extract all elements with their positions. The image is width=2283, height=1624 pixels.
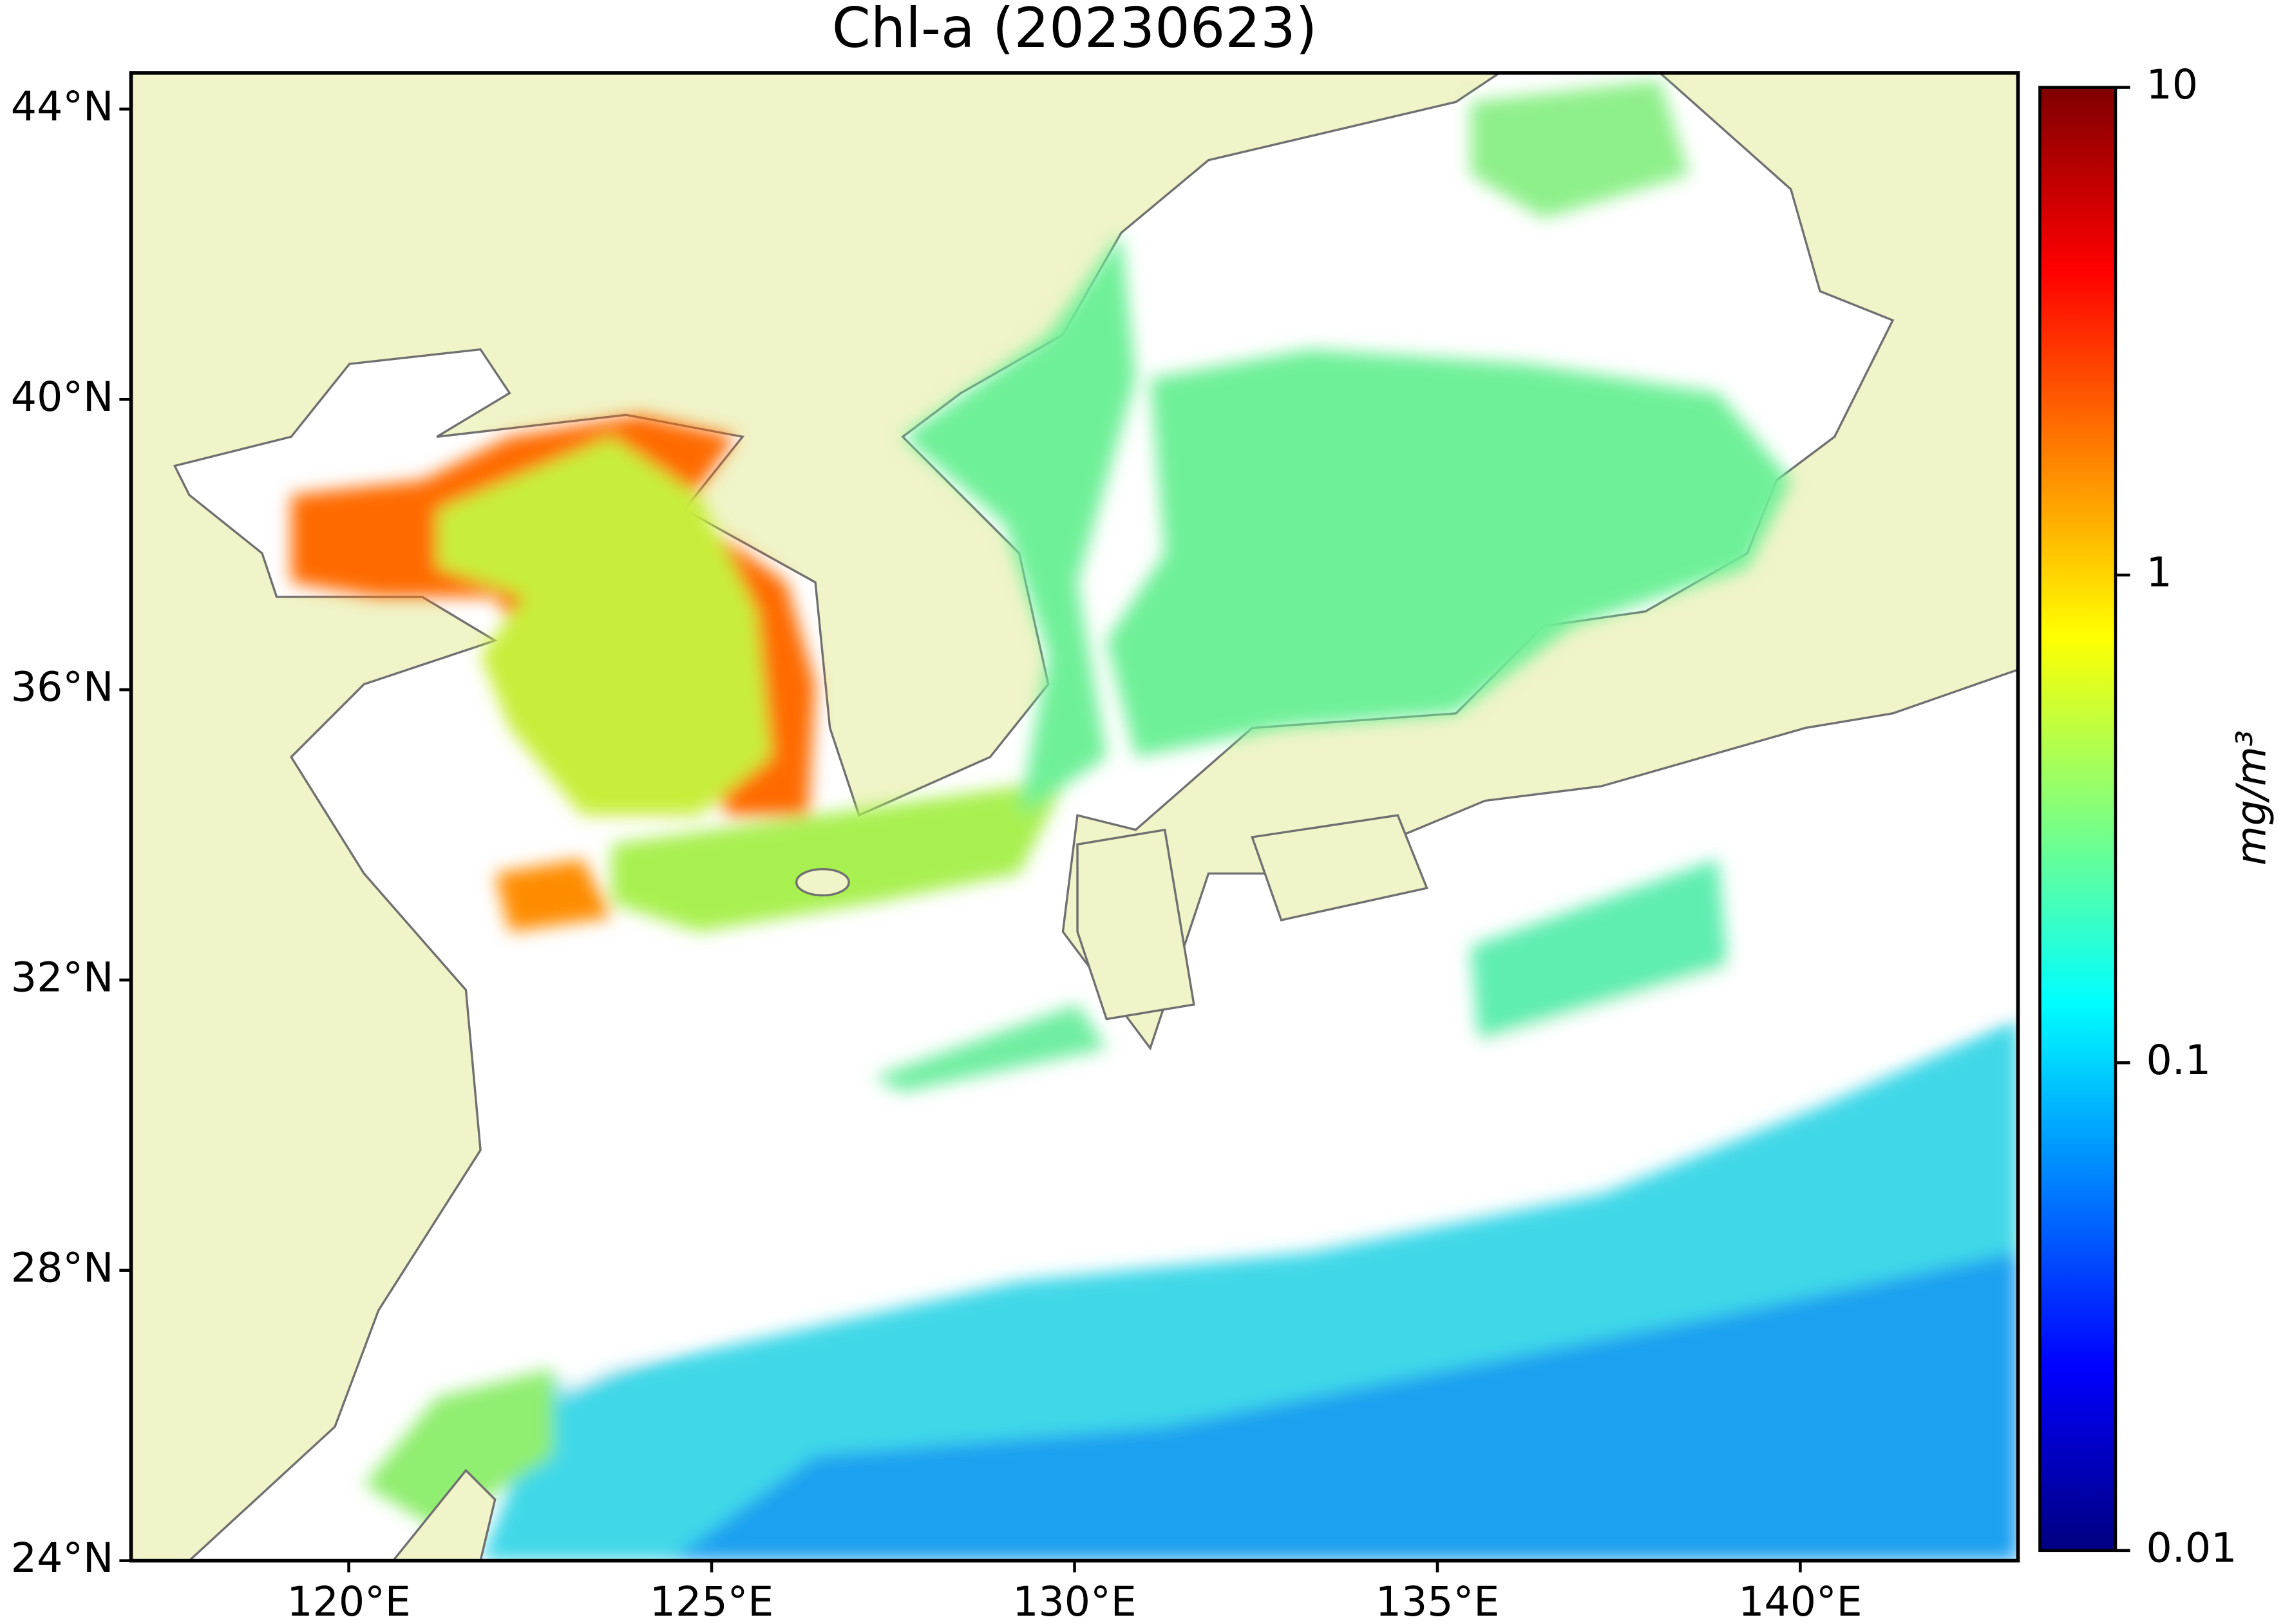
y-tick-label: 36°N (11, 663, 114, 711)
colorbar-label: mg/m³ (2227, 730, 2275, 865)
x-tick-label: 140°E (1738, 1578, 1862, 1624)
island (1251, 814, 1428, 921)
map-layer (131, 73, 2018, 1561)
axes: 120°E 125°E 130°E 135°E 140°E 24°N 28°N 32°N 36°… (11, 82, 1862, 1624)
y-tick-label: 40°N (11, 373, 114, 420)
x-tick-label: 120°E (287, 1578, 410, 1624)
chl-patch (437, 437, 772, 816)
chl-patch (873, 1004, 1107, 1092)
chlorophyll-field (291, 80, 2018, 1561)
island (795, 868, 850, 897)
chl-patch (495, 858, 612, 932)
chl-patch (669, 1252, 2018, 1561)
x-tick-label: 135°E (1376, 1578, 1499, 1624)
y-tick-label: 32°N (11, 954, 114, 1001)
chl-patch (364, 1368, 554, 1529)
chart-title: Chl-a (20230623) (832, 0, 1318, 61)
colorbar (2038, 86, 2117, 1553)
colorbar-tick-label: 10 (2146, 61, 2198, 108)
island (1076, 828, 1195, 1021)
chl-patch (902, 232, 1136, 816)
island (392, 1468, 497, 1561)
chl-patch (1106, 349, 1791, 757)
colorbar-axis: 0.01 0.1 1 10 (2116, 61, 2237, 1571)
colorbar-tick-label: 0.01 (2146, 1524, 2237, 1571)
x-tick-label: 130°E (1012, 1578, 1136, 1624)
colorbar-tick-label: 0.1 (2146, 1036, 2211, 1084)
x-tick-label: 125°E (650, 1578, 773, 1624)
chl-patch (1470, 80, 1689, 219)
chl-patch (611, 757, 1078, 932)
y-tick-label: 44°N (11, 82, 114, 130)
y-tick-label: 28°N (11, 1243, 114, 1291)
y-tick-label: 24°N (11, 1534, 114, 1582)
colorbar-tick-label: 1 (2146, 549, 2172, 596)
cloud-cover (553, 873, 2018, 1398)
